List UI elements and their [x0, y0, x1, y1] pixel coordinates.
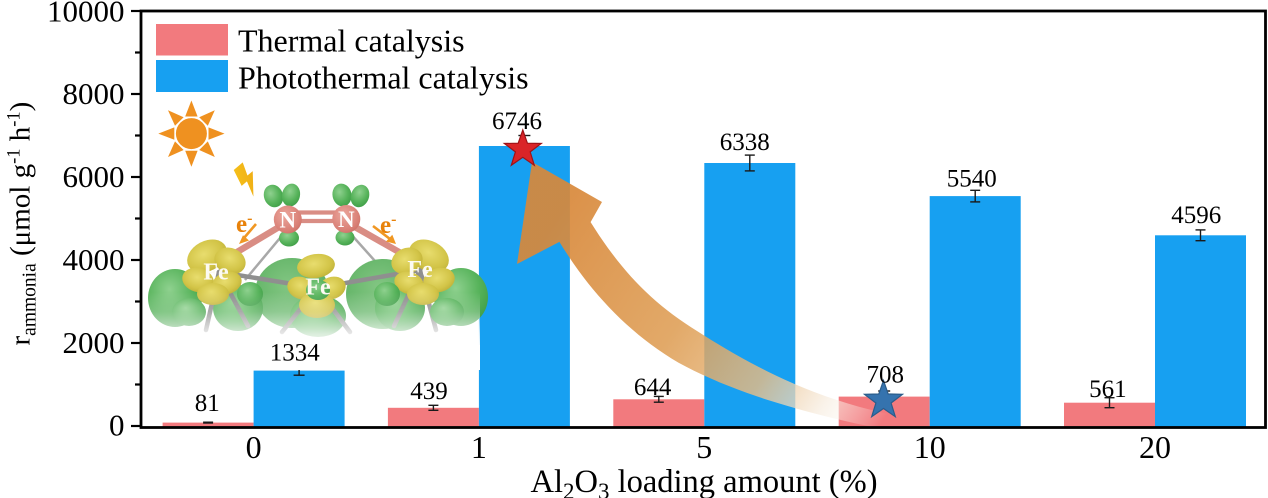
svg-text:e-: e-	[236, 210, 252, 238]
svg-text:5: 5	[696, 429, 712, 465]
svg-text:rammonia (μmol g-1 h-1): rammonia (μmol g-1 h-1)	[5, 102, 41, 346]
svg-text:N: N	[338, 207, 355, 232]
svg-text:644: 644	[634, 374, 672, 401]
svg-text:4000: 4000	[63, 242, 125, 277]
svg-text:Fe: Fe	[407, 257, 433, 283]
svg-text:6338: 6338	[720, 129, 770, 156]
svg-text:81: 81	[195, 390, 220, 417]
svg-text:6000: 6000	[63, 159, 125, 194]
svg-text:0: 0	[109, 408, 125, 443]
svg-text:4596: 4596	[1171, 202, 1221, 229]
svg-text:10000: 10000	[47, 0, 125, 29]
svg-text:8000: 8000	[63, 76, 125, 111]
svg-text:N: N	[279, 208, 296, 233]
svg-text:5540: 5540	[947, 166, 997, 193]
svg-text:Fe: Fe	[305, 275, 331, 301]
svg-text:0: 0	[246, 429, 262, 465]
svg-text:1334: 1334	[270, 340, 321, 367]
svg-text:2000: 2000	[63, 325, 125, 360]
svg-text:20: 20	[1139, 429, 1171, 465]
svg-text:6746: 6746	[492, 108, 542, 135]
svg-text:561: 561	[1089, 376, 1127, 403]
svg-text:Fe: Fe	[203, 260, 229, 286]
svg-text:439: 439	[410, 378, 448, 405]
svg-text:Al2O3 loading amount (%): Al2O3 loading amount (%)	[530, 464, 877, 498]
svg-text:708: 708	[866, 362, 904, 389]
svg-text:Photothermal catalysis: Photothermal catalysis	[238, 60, 529, 96]
svg-text:1: 1	[471, 429, 487, 465]
svg-text:Thermal catalysis: Thermal catalysis	[238, 23, 465, 59]
svg-text:10: 10	[914, 429, 946, 465]
